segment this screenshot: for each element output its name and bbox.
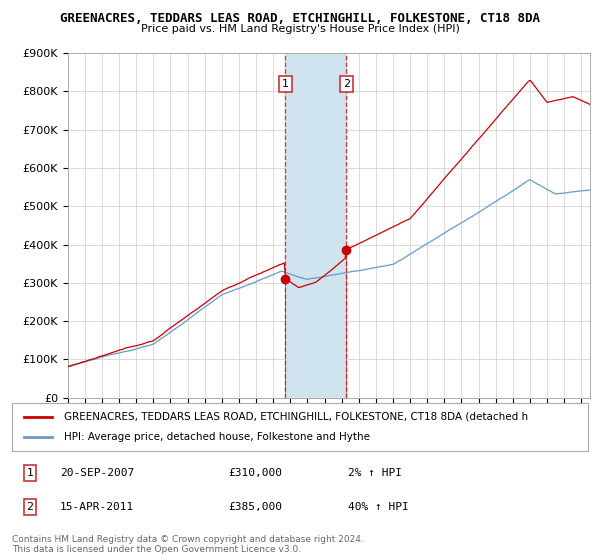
Text: £385,000: £385,000 [228,502,282,512]
Text: 1: 1 [26,468,34,478]
Bar [286,53,346,398]
Text: 20-SEP-2007: 20-SEP-2007 [60,468,134,478]
Text: 15-APR-2011: 15-APR-2011 [60,502,134,512]
Text: Price paid vs. HM Land Registry's House Price Index (HPI): Price paid vs. HM Land Registry's House … [140,24,460,34]
Text: 2: 2 [343,79,350,89]
Text: 2: 2 [26,502,34,512]
Text: GREENACRES, TEDDARS LEAS ROAD, ETCHINGHILL, FOLKESTONE, CT18 8DA (detached h: GREENACRES, TEDDARS LEAS ROAD, ETCHINGHI… [64,412,528,422]
Text: Contains HM Land Registry data © Crown copyright and database right 2024.
This d: Contains HM Land Registry data © Crown c… [12,535,364,554]
Text: 40% ↑ HPI: 40% ↑ HPI [348,502,409,512]
FancyBboxPatch shape [12,403,588,451]
Text: £310,000: £310,000 [228,468,282,478]
Text: 1: 1 [282,79,289,89]
Text: GREENACRES, TEDDARS LEAS ROAD, ETCHINGHILL, FOLKESTONE, CT18 8DA: GREENACRES, TEDDARS LEAS ROAD, ETCHINGHI… [60,12,540,25]
Text: 2% ↑ HPI: 2% ↑ HPI [348,468,402,478]
Text: HPI: Average price, detached house, Folkestone and Hythe: HPI: Average price, detached house, Folk… [64,432,370,442]
